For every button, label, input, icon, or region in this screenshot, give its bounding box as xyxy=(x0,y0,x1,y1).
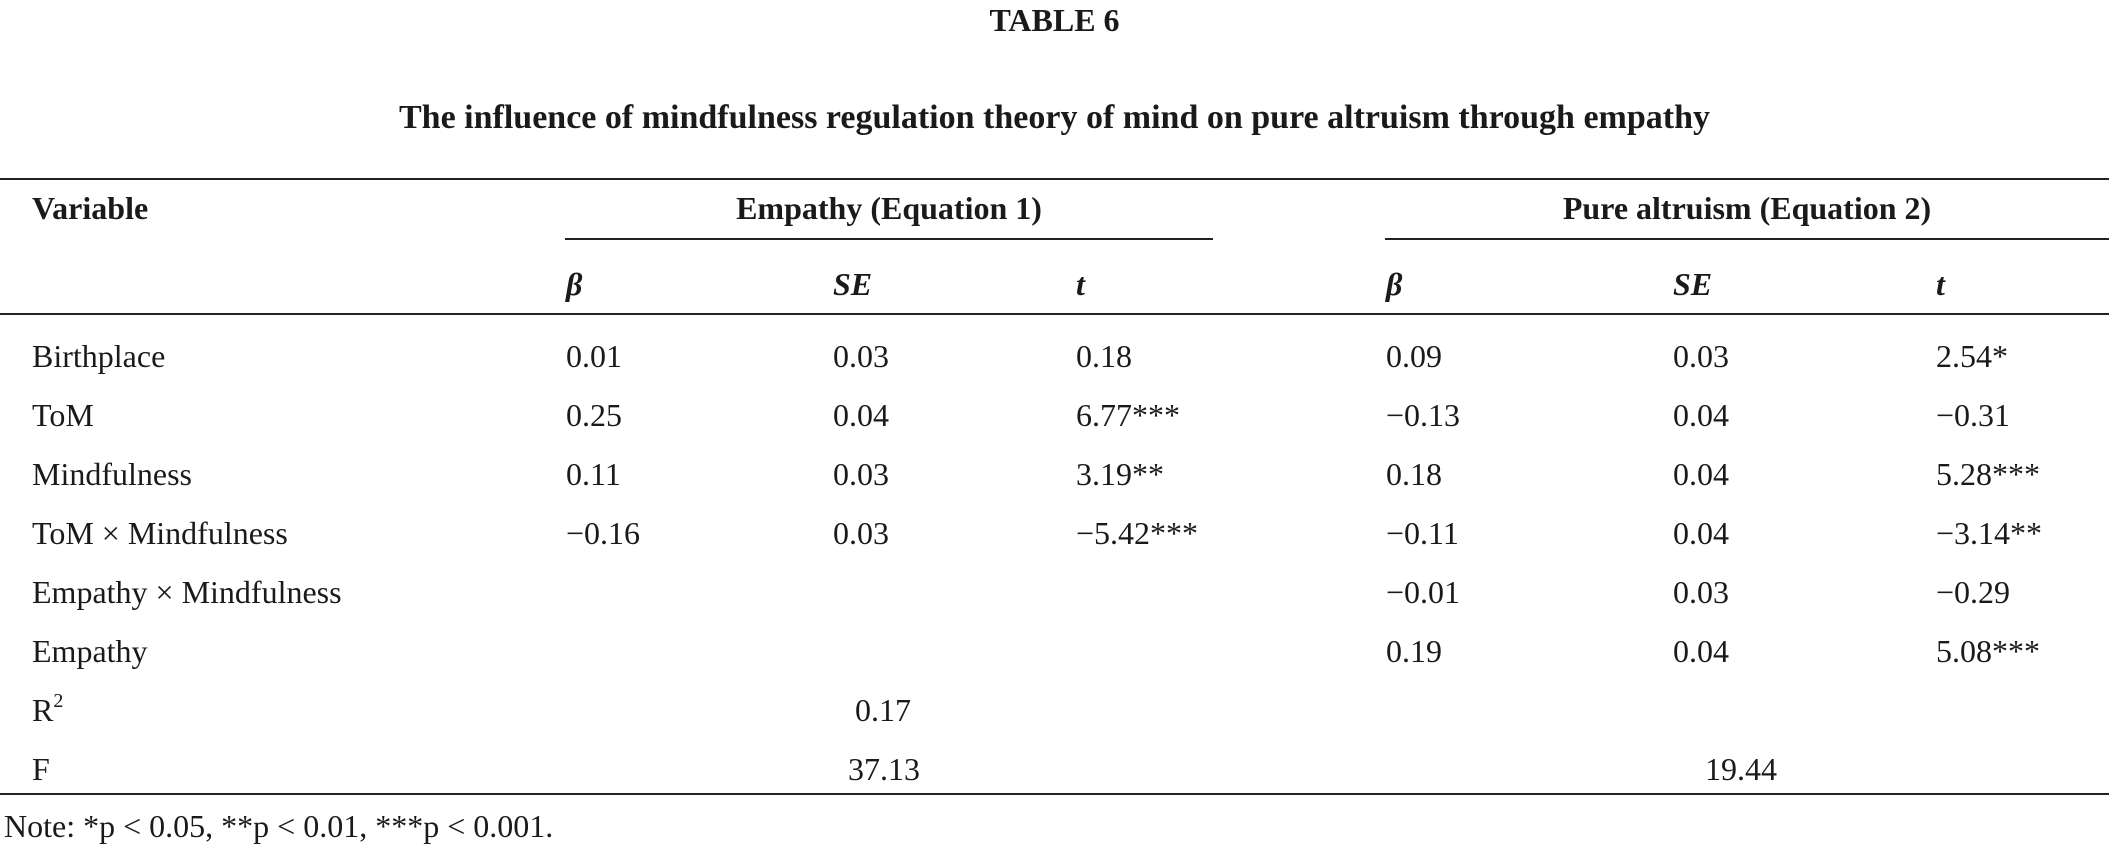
cell-se-2: 0.03 xyxy=(1673,338,1729,374)
table-label: TABLE 6 xyxy=(989,2,1120,38)
cell-t-2: 5.28*** xyxy=(1936,456,2040,492)
f-eq2: 19.44 xyxy=(1705,751,1777,787)
row-label: Empathy × Mindfulness xyxy=(32,574,342,610)
row-label: Empathy xyxy=(32,633,148,669)
row-label: Birthplace xyxy=(32,338,166,374)
cell-t-2: −0.31 xyxy=(1936,397,2011,433)
cell-beta-2: 0.18 xyxy=(1386,456,1442,492)
r2-eq1: 0.17 xyxy=(855,692,911,728)
group-rule-altruism xyxy=(1385,238,2109,240)
header-group-altruism: Pure altruism (Equation 2) xyxy=(1562,190,1932,226)
f-label: F xyxy=(32,751,50,787)
cell-beta-1: 0.01 xyxy=(566,338,622,374)
cell-se-2: 0.04 xyxy=(1673,515,1729,551)
row-label: ToM xyxy=(32,397,94,433)
header-rule xyxy=(0,313,2109,315)
cell-se-2: 0.04 xyxy=(1673,397,1729,433)
table-title: The influence of mindfulness regulation … xyxy=(398,99,1710,136)
cell-t-1: 0.18 xyxy=(1076,338,1132,374)
cell-se-1: 0.03 xyxy=(833,515,889,551)
cell-t-2: −0.29 xyxy=(1936,574,2011,610)
r2-label-sup: 2 xyxy=(53,690,64,713)
cell-beta-2: −0.11 xyxy=(1386,515,1459,551)
cell-beta-2: −0.01 xyxy=(1386,574,1461,610)
cell-t-2: −3.14** xyxy=(1936,515,2043,551)
cell-t-2: 5.08*** xyxy=(1936,633,2040,669)
cell-se-1: 0.03 xyxy=(833,338,889,374)
bottom-rule xyxy=(0,793,2109,795)
f-eq1: 37.13 xyxy=(848,751,920,787)
cell-beta-1: 0.25 xyxy=(566,397,622,433)
group-rule-empathy xyxy=(565,238,1213,240)
header-t-1: t xyxy=(1076,266,1085,302)
cell-se-2: 0.04 xyxy=(1673,456,1729,492)
header-se-2: SE xyxy=(1673,266,1713,302)
cell-t-1: 3.19** xyxy=(1076,456,1164,492)
cell-beta-1: 0.11 xyxy=(566,456,621,492)
cell-se-2: 0.04 xyxy=(1673,633,1729,669)
header-se-1: SE xyxy=(833,266,873,302)
top-rule xyxy=(0,178,2109,180)
header-variable: Variable xyxy=(32,190,149,226)
table-note: Note: *p < 0.05, **p < 0.01, ***p < 0.00… xyxy=(4,808,554,844)
cell-t-2: 2.54* xyxy=(1936,338,2008,374)
cell-t-1: −5.42*** xyxy=(1076,515,1199,551)
header-beta-2: β xyxy=(1386,266,1403,302)
cell-se-1: 0.04 xyxy=(833,397,889,433)
r2-label: R2 xyxy=(32,690,63,730)
cell-beta-2: −0.13 xyxy=(1386,397,1461,433)
row-label: Mindfulness xyxy=(32,456,192,492)
r2-label-base: R xyxy=(32,692,54,728)
header-group-empathy: Empathy (Equation 1) xyxy=(736,190,1042,226)
cell-beta-1: −0.16 xyxy=(566,515,641,551)
row-label: ToM × Mindfulness xyxy=(32,515,288,551)
cell-se-2: 0.03 xyxy=(1673,574,1729,610)
cell-t-1: 6.77*** xyxy=(1076,397,1180,433)
header-t-2: t xyxy=(1936,266,1945,302)
header-beta-1: β xyxy=(566,266,583,302)
cell-beta-2: 0.19 xyxy=(1386,633,1442,669)
cell-se-1: 0.03 xyxy=(833,456,889,492)
cell-beta-2: 0.09 xyxy=(1386,338,1442,374)
